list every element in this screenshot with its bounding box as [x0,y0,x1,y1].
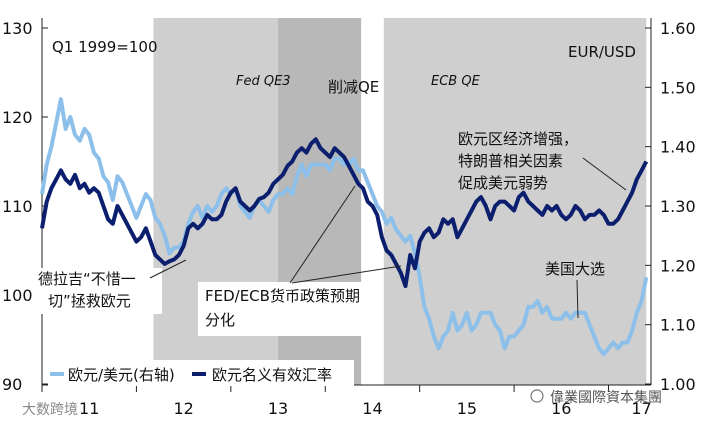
right-tick-label-5: 1.50 [660,78,696,97]
watermark-right: 偉業國際資本集團 [550,389,662,406]
watermark-right-icon [530,389,544,403]
x-tick-label-2: 13 [268,399,288,418]
annotation-divergence-line1: FED/ECB货币政策预期 [205,287,360,305]
shaded-periods [153,18,647,385]
series-line-neer [40,137,649,289]
legend-label-neer: 欧元名义有效汇率 [212,366,332,384]
right-axis-title: EUR/USD [568,43,636,61]
left-tick-label-2: 110 [2,197,33,216]
watermark-left: 大数跨境 [22,402,78,418]
right-tick-label-6: 1.60 [660,19,696,38]
shade-label-fed-qe3: Fed QE3 [236,74,291,89]
annotation-draghi-box [34,268,162,314]
annotation-draghi-line1: 德拉吉“不惜一 [38,270,136,288]
annotation-euro-strength-line2: 特朗普相关因素 [458,152,563,170]
shade-label-tapering: 削减QE [328,78,379,96]
left-tick-label-4: 130 [2,19,33,38]
right-tick-label-2: 1.20 [660,256,696,275]
index-note: Q1 1999=100 [52,38,158,56]
right-tick-label-1: 1.10 [660,316,696,335]
right-tick-label-4: 1.40 [660,138,696,157]
right-axis-ticks: 1.00 1.10 1.20 1.30 1.40 1.50 1.60 [645,19,696,394]
x-tick-label-6: 17 [631,399,651,418]
x-tick-label-4: 15 [457,399,477,418]
right-tick-label-0: 1.00 [660,375,696,394]
annotation-euro-strength-line3: 促成美元弱势 [458,174,548,192]
annotation-divergence-line2: 分化 [205,311,235,329]
left-tick-label-3: 120 [2,108,33,127]
shade-label-ecb-qe: ECB QE [431,74,481,89]
x-tick-label-5: 16 [551,399,571,418]
series-line-eurusd [40,97,649,357]
left-tick-label-0: 90 [2,375,22,394]
annotation-euro-strength-line1: 欧元区经济增强， [458,130,578,148]
annotation-us-election-leader [576,279,579,319]
x-tick-label-3: 14 [362,399,382,418]
left-tick-label-1: 100 [2,286,33,305]
annotation-divergence-leader-2 [291,265,402,284]
annotation-draghi-leader [149,259,187,279]
annotation-us-election: 美国大选 [545,260,605,278]
annotation-divergence-box [198,282,378,336]
annotation-divergence-leader-1 [289,185,356,284]
legend-label-eurusd: 欧元/美元(右轴) [68,366,175,384]
left-axis-ticks: 90 100 110 120 130 [2,19,48,394]
x-tick-label-0: 11 [79,399,99,418]
annotation-euro-strength-leader [582,157,627,191]
x-tick-label-1: 12 [173,399,193,418]
x-axis-ticks: 11 12 13 14 15 16 17 [41,385,652,418]
annotation-draghi-line2: 切”拯救欧元 [48,292,131,310]
right-tick-label-3: 1.30 [660,197,696,216]
shaded-period-2 [383,18,647,385]
